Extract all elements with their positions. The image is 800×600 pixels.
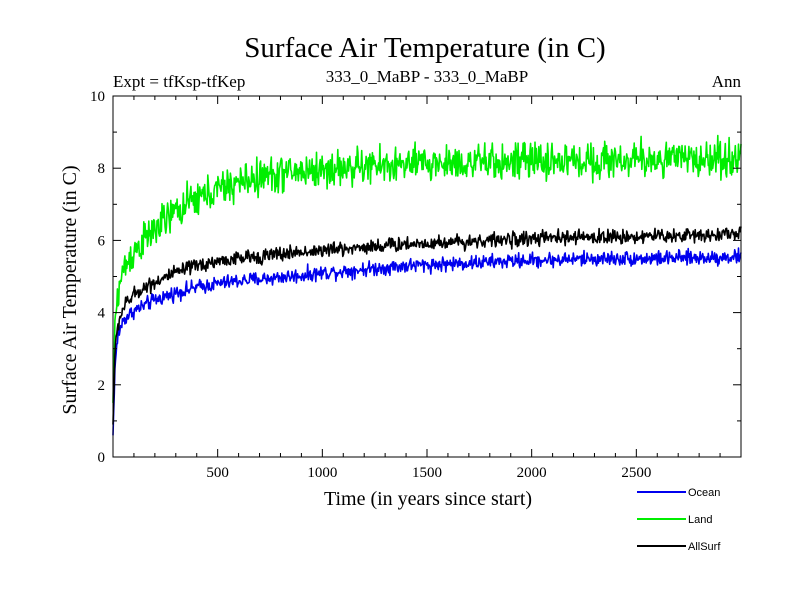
series-line-ocean — [112, 247, 742, 436]
x-axis-label: Time (in years since start) — [324, 488, 532, 510]
x-tick-label: 500 — [206, 465, 229, 481]
plot-frame — [112, 95, 742, 458]
x-tick-label: 2000 — [517, 465, 547, 481]
series-line-allsurf — [112, 226, 742, 425]
x-tick-label: 1000 — [307, 465, 337, 481]
legend-label-allsurf: AllSurf — [688, 541, 721, 553]
x-tick-label: 1500 — [412, 465, 442, 481]
legend-label-ocean: Ocean — [688, 487, 720, 499]
plot-series — [112, 134, 742, 436]
x-tick-label: 2500 — [621, 465, 651, 481]
series-line-land — [112, 134, 742, 403]
y-tick-label: 10 — [90, 89, 105, 105]
y-tick-label: 4 — [98, 306, 106, 322]
y-axis-label: Surface Air Temperature (in C) — [59, 165, 81, 414]
y-tick-label: 0 — [98, 450, 106, 466]
plot-axes: 500 1000 1500 2000 2500 0 2 4 6 8 10 — [90, 89, 742, 481]
chart-subtitle-center: 333_0_MaBP - 333_0_MaBP — [326, 67, 528, 86]
chart-subtitle-left: Expt = tfKsp-tfKep — [113, 72, 245, 91]
chart-subtitle-right: Ann — [712, 72, 742, 91]
legend: Ocean Land AllSurf — [637, 487, 721, 553]
legend-label-land: Land — [688, 514, 712, 526]
y-tick-label: 8 — [98, 161, 106, 177]
chart-title: Surface Air Temperature (in C) — [244, 32, 605, 64]
y-tick-label: 2 — [98, 378, 106, 394]
y-tick-label: 6 — [98, 233, 106, 249]
